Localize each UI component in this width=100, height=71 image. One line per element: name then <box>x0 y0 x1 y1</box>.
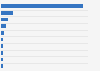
Bar <box>1 44 3 48</box>
Bar <box>1 4 83 8</box>
Bar <box>1 51 3 55</box>
Bar <box>1 24 6 28</box>
Bar <box>1 11 13 15</box>
Bar <box>1 64 3 68</box>
Bar <box>1 18 8 21</box>
Bar <box>1 31 4 35</box>
Bar <box>1 38 4 41</box>
Bar <box>1 58 3 61</box>
